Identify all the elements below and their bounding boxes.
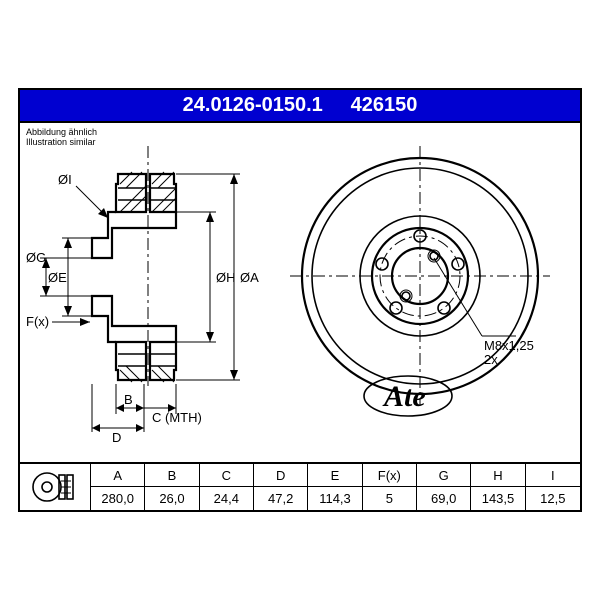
diagram-area: ØA ØH ØE <box>20 126 580 462</box>
short-code: 426150 <box>351 94 418 116</box>
brand-logo: Ate <box>382 380 426 413</box>
th-F: F(x) <box>363 464 417 487</box>
td-D: 47,2 <box>254 487 308 510</box>
label-H: ØH <box>216 270 236 285</box>
td-G: 69,0 <box>417 487 471 510</box>
label-G: ØG <box>26 250 46 265</box>
label-D: D <box>112 430 121 445</box>
td-C: 24,4 <box>200 487 254 510</box>
th-E: E <box>308 464 362 487</box>
section-view: ØA ØH ØE <box>26 146 259 445</box>
td-I: 12,5 <box>526 487 580 510</box>
th-B: B <box>145 464 199 487</box>
th-G: G <box>417 464 471 487</box>
td-E: 114,3 <box>308 487 362 510</box>
td-B: 26,0 <box>145 487 199 510</box>
header-bar: 24.0126-0150.1 426150 <box>20 90 580 123</box>
label-E: ØE <box>48 270 67 285</box>
face-view: M8x1,25 2x Ate <box>290 146 550 416</box>
diagram-svg: ØA ØH ØE <box>20 126 580 462</box>
label-F: F(x) <box>26 314 49 329</box>
label-I: ØI <box>58 172 72 187</box>
label-A: ØA <box>240 270 259 285</box>
td-H: 143,5 <box>471 487 525 510</box>
th-I: I <box>526 464 580 487</box>
th-H: H <box>471 464 525 487</box>
th-C: C <box>200 464 254 487</box>
td-A: 280,0 <box>91 487 145 510</box>
technical-drawing: 24.0126-0150.1 426150 Abbildung ähnlich … <box>18 88 582 512</box>
part-number: 24.0126-0150.1 <box>183 94 323 116</box>
th-D: D <box>254 464 308 487</box>
label-C: C (MTH) <box>152 410 202 425</box>
spec-table: A B C D E F(x) G H I 280,0 26,0 24,4 47,… <box>20 462 580 510</box>
spec-grid: A B C D E F(x) G H I 280,0 26,0 24,4 47,… <box>91 464 580 510</box>
thread-line2: 2x <box>484 352 498 367</box>
td-F: 5 <box>363 487 417 510</box>
thread-line1: M8x1,25 <box>484 338 534 353</box>
rotor-icon <box>20 464 91 510</box>
th-A: A <box>91 464 145 487</box>
label-B: B <box>124 392 133 407</box>
